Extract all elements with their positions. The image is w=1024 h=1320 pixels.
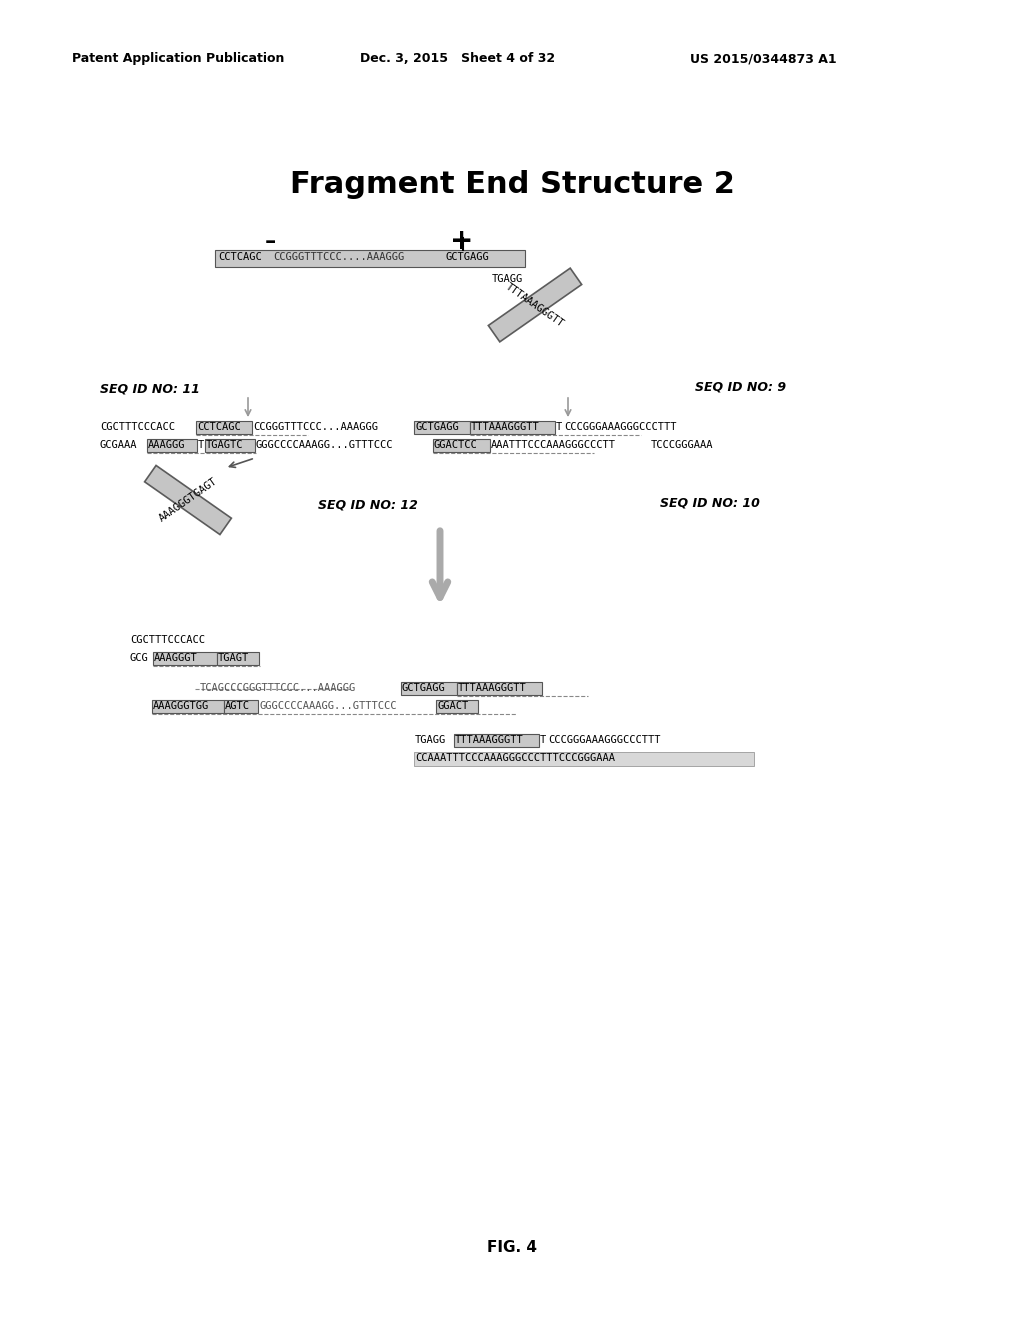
Text: TCAGCCCGGGTTTCCC...AAAGGG: TCAGCCCGGGTTTCCC...AAAGGG <box>200 682 356 693</box>
Bar <box>153 652 217 665</box>
Bar <box>414 421 470 434</box>
Text: AAATTTCCCAAAGGGCCCTT: AAATTTCCCAAAGGGCCCTT <box>490 440 616 450</box>
Text: SEQ ID NO: 10: SEQ ID NO: 10 <box>660 496 760 510</box>
Text: T: T <box>556 422 562 432</box>
Text: GCGAAA: GCGAAA <box>100 440 137 450</box>
Bar <box>152 700 224 713</box>
Text: AAAGGGTGG: AAAGGGTGG <box>153 701 209 711</box>
Text: TGAGT: TGAGT <box>218 653 249 663</box>
Bar <box>205 440 255 451</box>
Text: AAAGGGTGAGT: AAAGGGTGAGT <box>157 477 219 524</box>
Bar <box>470 421 555 434</box>
Text: CGCTTTCCCACC: CGCTTTCCCACC <box>100 422 175 432</box>
Text: Patent Application Publication: Patent Application Publication <box>72 51 285 65</box>
Text: AGTC: AGTC <box>225 701 250 711</box>
Bar <box>454 734 539 747</box>
Text: GCTGAGG: GCTGAGG <box>445 252 488 261</box>
Bar <box>436 700 478 713</box>
Text: TGAGTC: TGAGTC <box>206 440 244 450</box>
Text: AAAGGGT: AAAGGGT <box>154 653 198 663</box>
Text: SEQ ID NO: 9: SEQ ID NO: 9 <box>695 380 786 393</box>
Text: TGAGG: TGAGG <box>415 735 446 744</box>
Text: CCTCAGC: CCTCAGC <box>197 422 241 432</box>
Text: T: T <box>198 440 204 450</box>
Text: GCG: GCG <box>130 653 148 663</box>
Text: Dec. 3, 2015   Sheet 4 of 32: Dec. 3, 2015 Sheet 4 of 32 <box>360 51 555 65</box>
Text: CGCTTTCCCACC: CGCTTTCCCACC <box>130 635 205 645</box>
Text: GGACTCC: GGACTCC <box>434 440 478 450</box>
Text: +: + <box>451 227 474 255</box>
Bar <box>457 682 542 696</box>
Text: CCTCAGC: CCTCAGC <box>218 252 262 261</box>
Text: TCCCGGGAAA: TCCCGGGAAA <box>651 440 714 450</box>
Text: CCCGGGAAAGGGCCCTTT: CCCGGGAAAGGGCCCTTT <box>564 422 677 432</box>
Bar <box>217 652 259 665</box>
Text: GGGCCCCAAAGG...GTTTCCC: GGGCCCCAAAGG...GTTTCCC <box>256 440 393 450</box>
Text: TTTAAAGGGTT: TTTAAAGGGTT <box>455 735 523 744</box>
Text: TTTAAAGGGTT: TTTAAAGGGTT <box>471 422 540 432</box>
Text: TTTAAAGGGTT: TTTAAAGGGTT <box>458 682 526 693</box>
Text: CCGGGTTTCCC....AAAGGG: CCGGGTTTCCC....AAAGGG <box>273 252 404 261</box>
Text: SEQ ID NO: 12: SEQ ID NO: 12 <box>318 498 418 511</box>
Text: CCAAATTTCCCAAAGGGCCCTTTCCCGGGAAA: CCAAATTTCCCAAAGGGCCCTTTCCCGGGAAA <box>415 752 615 763</box>
Text: CCGGGTTTCCC...AAAGGG: CCGGGTTTCCC...AAAGGG <box>253 422 378 432</box>
Text: TGAGG: TGAGG <box>492 275 523 284</box>
Text: Fragment End Structure 2: Fragment End Structure 2 <box>290 170 734 199</box>
Polygon shape <box>144 466 231 535</box>
Text: FIG. 4: FIG. 4 <box>487 1239 537 1255</box>
Text: GCTGAGG: GCTGAGG <box>402 682 445 693</box>
Text: TTTAAAGGGTT: TTTAAAGGGTT <box>504 281 566 329</box>
Text: GGACT: GGACT <box>437 701 468 711</box>
Text: GGGCCCCAAAGG...GTTTCCC: GGGCCCCAAAGG...GTTTCCC <box>259 701 396 711</box>
Bar <box>414 752 754 766</box>
Bar <box>433 440 490 451</box>
Polygon shape <box>488 268 582 342</box>
Bar <box>147 440 197 451</box>
Text: T: T <box>540 735 546 744</box>
Text: SEQ ID NO: 11: SEQ ID NO: 11 <box>100 381 200 395</box>
Text: AAAGGG: AAAGGG <box>148 440 185 450</box>
Bar <box>401 682 457 696</box>
Text: GCTGAGG: GCTGAGG <box>415 422 459 432</box>
Bar <box>215 249 525 267</box>
Text: US 2015/0344873 A1: US 2015/0344873 A1 <box>690 51 837 65</box>
Text: CCCGGGAAAGGGCCCTTT: CCCGGGAAAGGGCCCTTT <box>548 735 660 744</box>
Bar <box>224 700 258 713</box>
Text: –: – <box>264 232 275 252</box>
Bar <box>196 421 252 434</box>
